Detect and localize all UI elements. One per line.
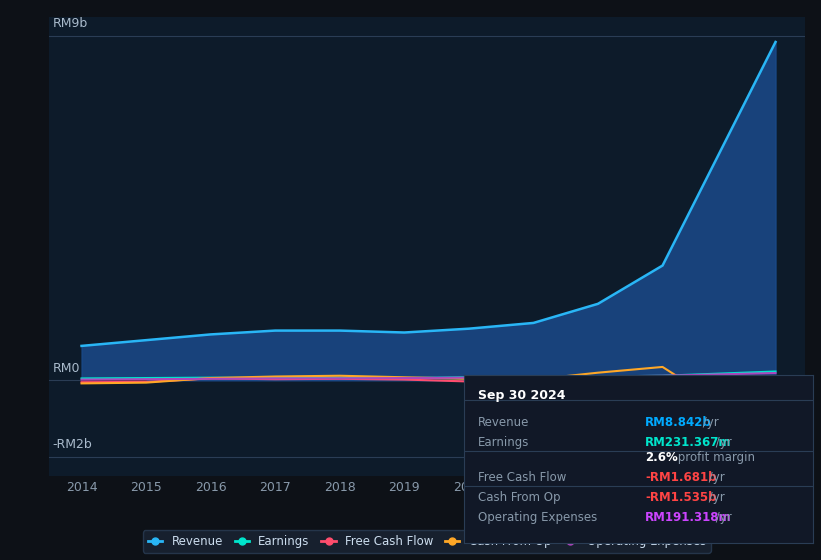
Text: RM231.367m: RM231.367m (645, 436, 732, 449)
Text: Cash From Op: Cash From Op (478, 491, 560, 504)
Text: /yr: /yr (705, 491, 725, 504)
Text: RM9b: RM9b (53, 17, 88, 30)
Text: Free Cash Flow: Free Cash Flow (478, 471, 566, 484)
Text: RM8.842b: RM8.842b (645, 416, 712, 428)
Text: -RM1.681b: -RM1.681b (645, 471, 717, 484)
Text: RM0: RM0 (53, 362, 80, 375)
Text: /yr: /yr (699, 416, 719, 428)
Text: 2.6%: 2.6% (645, 451, 678, 464)
Legend: Revenue, Earnings, Free Cash Flow, Cash From Op, Operating Expenses: Revenue, Earnings, Free Cash Flow, Cash … (143, 530, 711, 553)
Text: /yr: /yr (712, 511, 732, 524)
Text: -RM2b: -RM2b (53, 438, 92, 451)
Text: /yr: /yr (712, 436, 732, 449)
Text: -RM1.535b: -RM1.535b (645, 491, 717, 504)
Text: /yr: /yr (705, 471, 725, 484)
Text: profit margin: profit margin (674, 451, 755, 464)
Text: Operating Expenses: Operating Expenses (478, 511, 597, 524)
Text: Revenue: Revenue (478, 416, 530, 428)
Text: Sep 30 2024: Sep 30 2024 (478, 389, 566, 402)
Text: RM191.318m: RM191.318m (645, 511, 732, 524)
Text: Earnings: Earnings (478, 436, 530, 449)
